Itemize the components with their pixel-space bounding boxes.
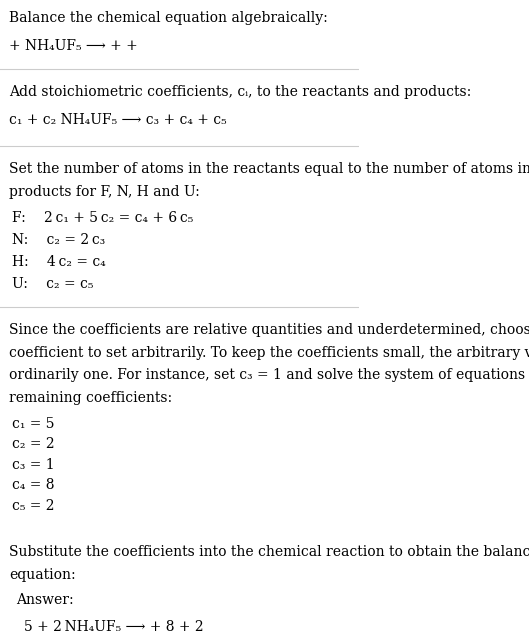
Text: N:  c₂ = 2 c₃: N: c₂ = 2 c₃ [12, 233, 105, 247]
Text: products for F, N, H and U:: products for F, N, H and U: [9, 185, 199, 199]
Text: Add stoichiometric coefficients, cᵢ, to the reactants and products:: Add stoichiometric coefficients, cᵢ, to … [9, 85, 471, 99]
Text: Set the number of atoms in the reactants equal to the number of atoms in the: Set the number of atoms in the reactants… [9, 161, 529, 176]
Text: U:  c₂ = c₅: U: c₂ = c₅ [12, 276, 94, 291]
Text: F:  2 c₁ + 5 c₂ = c₄ + 6 c₅: F: 2 c₁ + 5 c₂ = c₄ + 6 c₅ [12, 211, 194, 225]
Text: coefficient to set arbitrarily. To keep the coefficients small, the arbitrary va: coefficient to set arbitrarily. To keep … [9, 346, 529, 360]
Text: remaining coefficients:: remaining coefficients: [9, 391, 172, 405]
Text: c₄ = 8: c₄ = 8 [12, 478, 54, 493]
Text: c₁ = 5: c₁ = 5 [12, 417, 54, 431]
Text: c₅ = 2: c₅ = 2 [12, 498, 54, 512]
Text: c₂ = 2: c₂ = 2 [12, 437, 55, 451]
Text: c₃ = 1: c₃ = 1 [12, 458, 55, 472]
Text: Balance the chemical equation algebraically:: Balance the chemical equation algebraica… [9, 11, 327, 25]
FancyBboxPatch shape [4, 579, 184, 643]
Text: Answer:: Answer: [16, 593, 73, 607]
Text: 5 + 2 NH₄UF₅ ⟶ + 8 + 2: 5 + 2 NH₄UF₅ ⟶ + 8 + 2 [24, 620, 204, 634]
Text: equation:: equation: [9, 568, 76, 582]
Text: + NH₄UF₅ ⟶ + +: + NH₄UF₅ ⟶ + + [9, 39, 138, 53]
Text: Substitute the coefficients into the chemical reaction to obtain the balanced: Substitute the coefficients into the che… [9, 545, 529, 559]
Text: H:  4 c₂ = c₄: H: 4 c₂ = c₄ [12, 255, 106, 269]
Text: c₁ + c₂ NH₄UF₅ ⟶ c₃ + c₄ + c₅: c₁ + c₂ NH₄UF₅ ⟶ c₃ + c₄ + c₅ [9, 113, 226, 127]
Text: Since the coefficients are relative quantities and underdetermined, choose a: Since the coefficients are relative quan… [9, 323, 529, 337]
Text: ordinarily one. For instance, set c₃ = 1 and solve the system of equations for t: ordinarily one. For instance, set c₃ = 1… [9, 368, 529, 383]
